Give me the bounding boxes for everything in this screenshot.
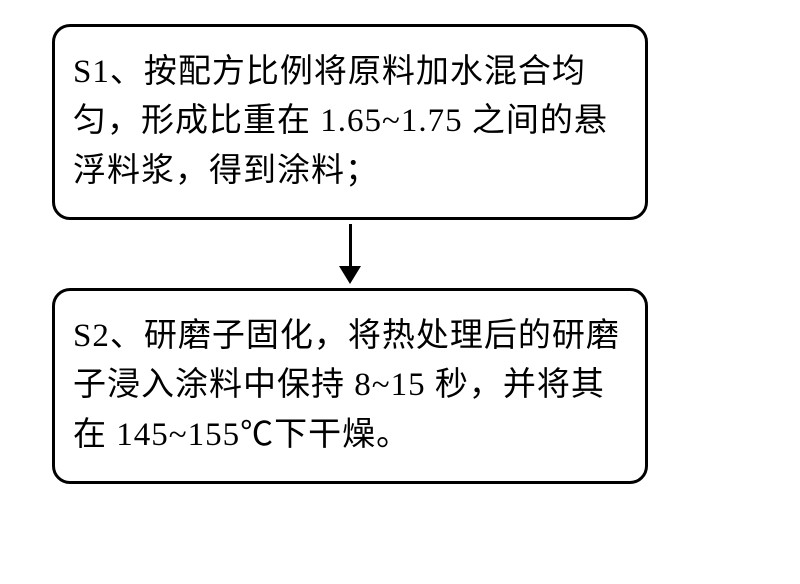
flow-node-text: S1、按配方比例将原料加水混合均匀，形成比重在 1.65~1.75 之间的悬浮料… — [73, 48, 627, 197]
flowchart-container: S1、按配方比例将原料加水混合均匀，形成比重在 1.65~1.75 之间的悬浮料… — [52, 24, 648, 484]
flow-arrow — [339, 220, 361, 288]
flow-node-s2: S2、研磨子固化，将热处理后的研磨子浸入涂料中保持 8~15 秒，并将其在 14… — [52, 288, 648, 484]
flow-node-text: S2、研磨子固化，将热处理后的研磨子浸入涂料中保持 8~15 秒，并将其在 14… — [73, 312, 627, 461]
flow-node-s1: S1、按配方比例将原料加水混合均匀，形成比重在 1.65~1.75 之间的悬浮料… — [52, 24, 648, 220]
arrow-line — [349, 224, 352, 266]
arrow-head-icon — [339, 266, 361, 284]
